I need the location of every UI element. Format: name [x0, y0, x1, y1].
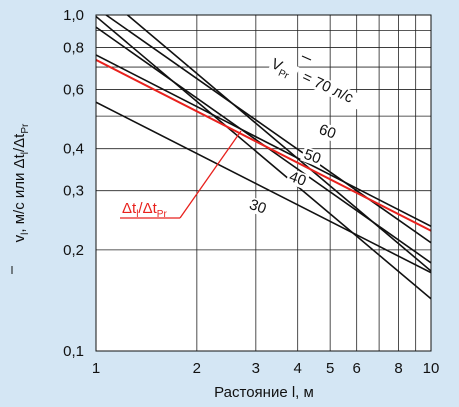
red-series-label: Δtl/ΔtPr [122, 200, 167, 220]
curve-label-text: 50 [302, 146, 323, 168]
curve-label-bg [285, 168, 310, 190]
vpr-bg [267, 55, 300, 84]
x-tick-label: 4 [294, 360, 302, 377]
red-series-line [96, 59, 431, 232]
y-axis-label: vl, м/с или Δtl/ΔtPr [11, 123, 31, 242]
plot-area [96, 15, 431, 351]
series-line [96, 15, 431, 300]
curve-label: 60 [315, 121, 340, 143]
x-tick-label: 5 [326, 360, 334, 377]
y-tick-label: 0,1 [63, 343, 84, 360]
curve-label-bg [315, 121, 340, 143]
series-line [96, 101, 431, 274]
y-tick-label: 0,4 [63, 141, 84, 158]
x-tick-label: 10 [423, 360, 440, 377]
y-tick-label: 0,2 [63, 242, 84, 259]
series-group [96, 15, 431, 300]
x-tick-label: 8 [394, 360, 402, 377]
y-tick-label: 0,3 [63, 183, 84, 200]
x-tick-label: 6 [353, 360, 361, 377]
y-tick-label: 0,6 [63, 82, 84, 99]
x-tick-label: 3 [252, 360, 260, 377]
plot-frame [95, 14, 432, 352]
x-axis-label: Растояние l, м [214, 384, 314, 401]
curve-label-text: 30 [247, 196, 268, 218]
flow-rate-symbol: VPr [267, 55, 294, 82]
series-line [104, 15, 431, 244]
curve-label-bg [300, 146, 325, 168]
series-line [96, 54, 431, 228]
red-leader-line [179, 130, 242, 219]
grid [96, 15, 431, 351]
curve-label: 50 [300, 146, 325, 168]
curve-label: 30 [245, 196, 270, 218]
vpr-overbar [301, 55, 312, 61]
curve-label-bg [245, 196, 270, 218]
curve-label-text: 40 [287, 168, 308, 190]
x-tick-label: 1 [92, 360, 100, 377]
x-tick-label: 2 [193, 360, 201, 377]
curve-label-bg [298, 68, 368, 112]
curve-label-text: 60 [317, 121, 338, 143]
tick-labels: 1 2 3 4 5 6 8 10 0,1 0,2 0,3 0,4 0,6 0,8 1,0 [63, 7, 439, 377]
y-tick-label: 0,8 [63, 40, 84, 57]
y-tick-label: 1,0 [63, 7, 84, 24]
curve-label: 40 [285, 168, 310, 190]
